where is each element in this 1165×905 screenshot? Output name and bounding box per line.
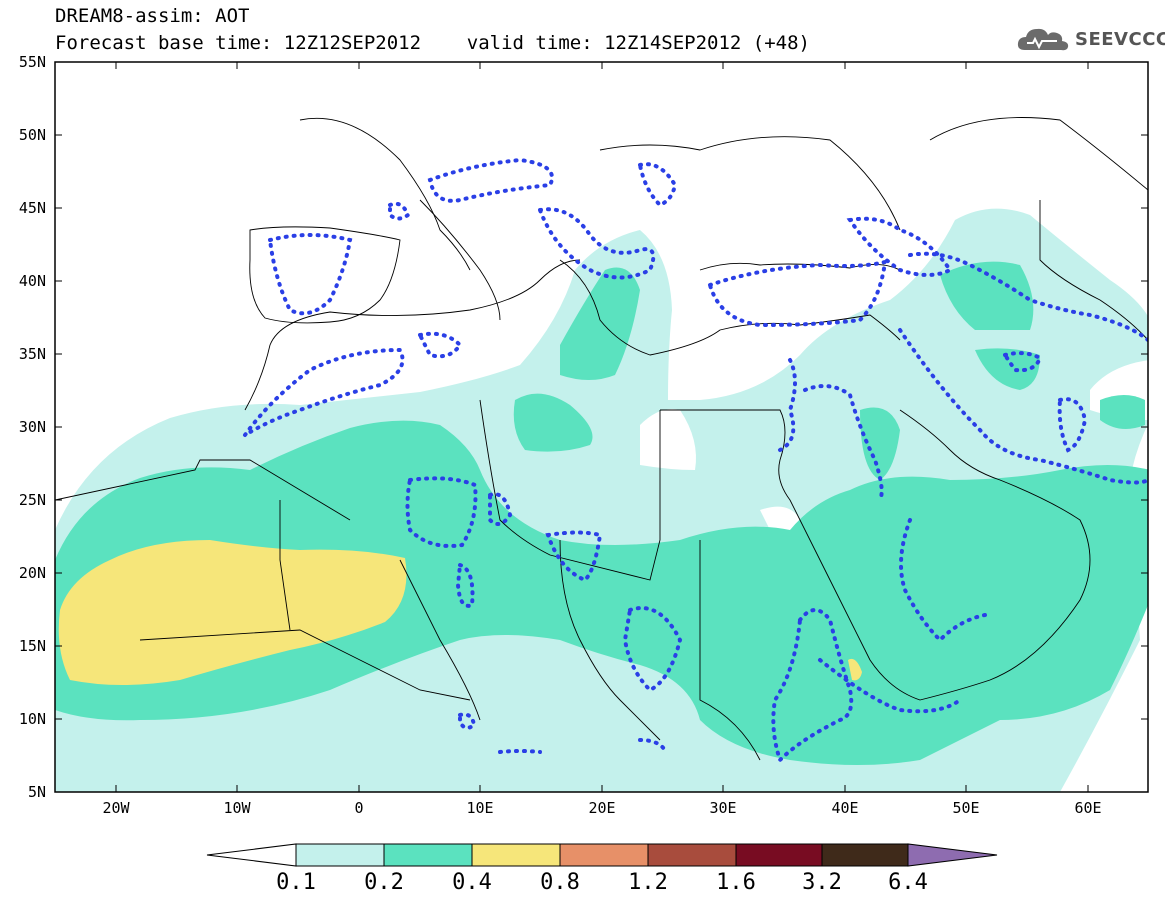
lat-label: 40N <box>18 272 46 290</box>
lon-label: 60E <box>1074 799 1102 817</box>
lon-label: 50E <box>952 799 980 817</box>
colorbar-cell-0.4-0.8 <box>471 843 561 867</box>
dotted-contours <box>243 157 1148 764</box>
colorbar-cell-0.8-1.2 <box>559 843 649 867</box>
lat-label: 5N <box>27 783 46 801</box>
colorbar-cell-0.2-0.4 <box>383 843 473 867</box>
cloud-logo-icon <box>1017 28 1069 51</box>
map-title: DREAM8-assim: AOT <box>55 5 250 27</box>
lat-label: 50N <box>18 126 46 144</box>
lon-label: 0 <box>354 799 364 817</box>
country-borders <box>55 117 1148 761</box>
colorbar <box>206 843 998 867</box>
lon-label: 10W <box>223 799 251 817</box>
colorbar-cell-3.2-6.4 <box>821 843 909 867</box>
logo-text: SEEVCCC <box>1075 28 1165 50</box>
colorbar-label: 0.1 <box>276 870 316 895</box>
lat-label: 45N <box>18 199 46 217</box>
lat-label: 30N <box>18 418 46 436</box>
lon-label: 20E <box>588 799 616 817</box>
colorbar-cell-0.1-0.2 <box>295 843 385 867</box>
lon-label: 30E <box>709 799 737 817</box>
colorbar-label: 6.4 <box>888 870 928 895</box>
lat-label: 55N <box>18 53 46 71</box>
lat-label: 15N <box>18 637 46 655</box>
lon-label: 10E <box>466 799 494 817</box>
colorbar-label: 0.2 <box>364 870 404 895</box>
lon-label: 20W <box>102 799 130 817</box>
colorbar-label: 0.8 <box>540 870 580 895</box>
forecast-time-line: Forecast base time: 12Z12SEP2012 valid t… <box>55 32 810 54</box>
colorbar-low-arrow <box>206 843 297 867</box>
colorbar-label: 1.6 <box>716 870 756 895</box>
colorbar-cell-1.2-1.6 <box>647 843 737 867</box>
aot-0.4-0.8-area <box>58 540 862 685</box>
lon-label: 40E <box>831 799 859 817</box>
lat-label: 35N <box>18 345 46 363</box>
axis-ticks <box>55 61 1148 792</box>
colorbar-label: 1.2 <box>628 870 668 895</box>
lat-label: 20N <box>18 564 46 582</box>
lat-label: 10N <box>18 710 46 728</box>
colorbar-label: 3.2 <box>802 870 842 895</box>
colorbar-high-arrow <box>907 843 998 867</box>
seevccc-logo: SEEVCCC <box>1015 22 1165 56</box>
colorbar-label: 0.4 <box>452 870 492 895</box>
colorbar-cell-1.6-3.2 <box>735 843 823 867</box>
lat-label: 25N <box>18 491 46 509</box>
